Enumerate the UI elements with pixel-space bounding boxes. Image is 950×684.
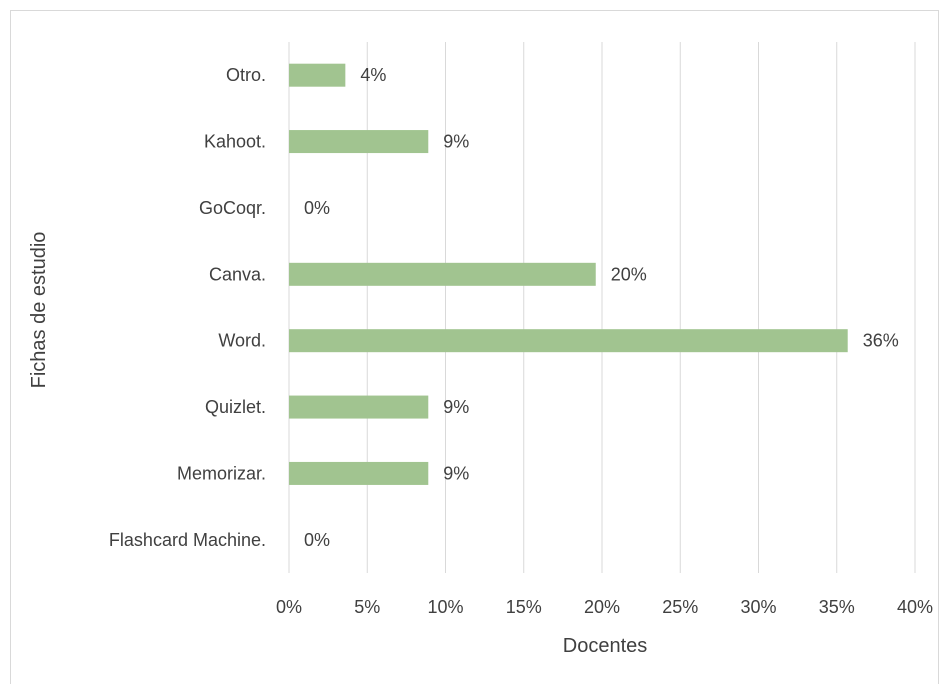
x-tick-label: 20% — [584, 597, 620, 617]
x-tick-label: 40% — [897, 597, 933, 617]
category-label: Kahoot. — [204, 132, 266, 152]
x-tick-label: 35% — [819, 597, 855, 617]
data-labels: 4% 9% 0% 20% 36% 9% 9% 0% — [304, 65, 899, 550]
category-label: Memorizar. — [177, 463, 266, 483]
data-label: 36% — [863, 331, 899, 351]
data-label: 20% — [611, 264, 647, 284]
x-tick-label: 15% — [506, 597, 542, 617]
data-label: 0% — [304, 198, 330, 218]
x-tick-label: 30% — [740, 597, 776, 617]
bar — [289, 63, 346, 87]
category-label: GoCoqr. — [199, 198, 266, 218]
bar — [289, 130, 429, 154]
x-tick-labels: 0% 5% 10% 15% 20% 25% 30% 35% 40% — [276, 597, 933, 617]
x-tick-label: 0% — [276, 597, 302, 617]
chart-frame — [10, 10, 939, 684]
bars — [289, 63, 848, 485]
category-labels: Otro. Kahoot. GoCoqr. Canva. Word. Quizlet. Me… — [109, 65, 266, 550]
bar — [289, 329, 848, 353]
y-axis-title: Fichas de estudio — [28, 232, 50, 389]
x-tick-label: 5% — [354, 597, 380, 617]
category-label: Quizlet. — [205, 397, 266, 417]
data-label: 9% — [443, 397, 469, 417]
bar — [289, 395, 429, 419]
data-label: 4% — [360, 65, 386, 85]
x-axis-title: Docentes — [563, 635, 648, 657]
bar — [289, 461, 429, 485]
data-label: 9% — [443, 132, 469, 152]
category-label: Flashcard Machine. — [109, 530, 266, 550]
category-label: Otro. — [226, 65, 266, 85]
x-tick-label: 10% — [427, 597, 463, 617]
data-label: 0% — [304, 530, 330, 550]
gridlines — [288, 42, 916, 573]
data-label: 9% — [443, 463, 469, 483]
bar — [289, 262, 596, 286]
x-tick-label: 25% — [662, 597, 698, 617]
category-label: Canva. — [209, 264, 266, 284]
category-label: Word. — [218, 331, 266, 351]
